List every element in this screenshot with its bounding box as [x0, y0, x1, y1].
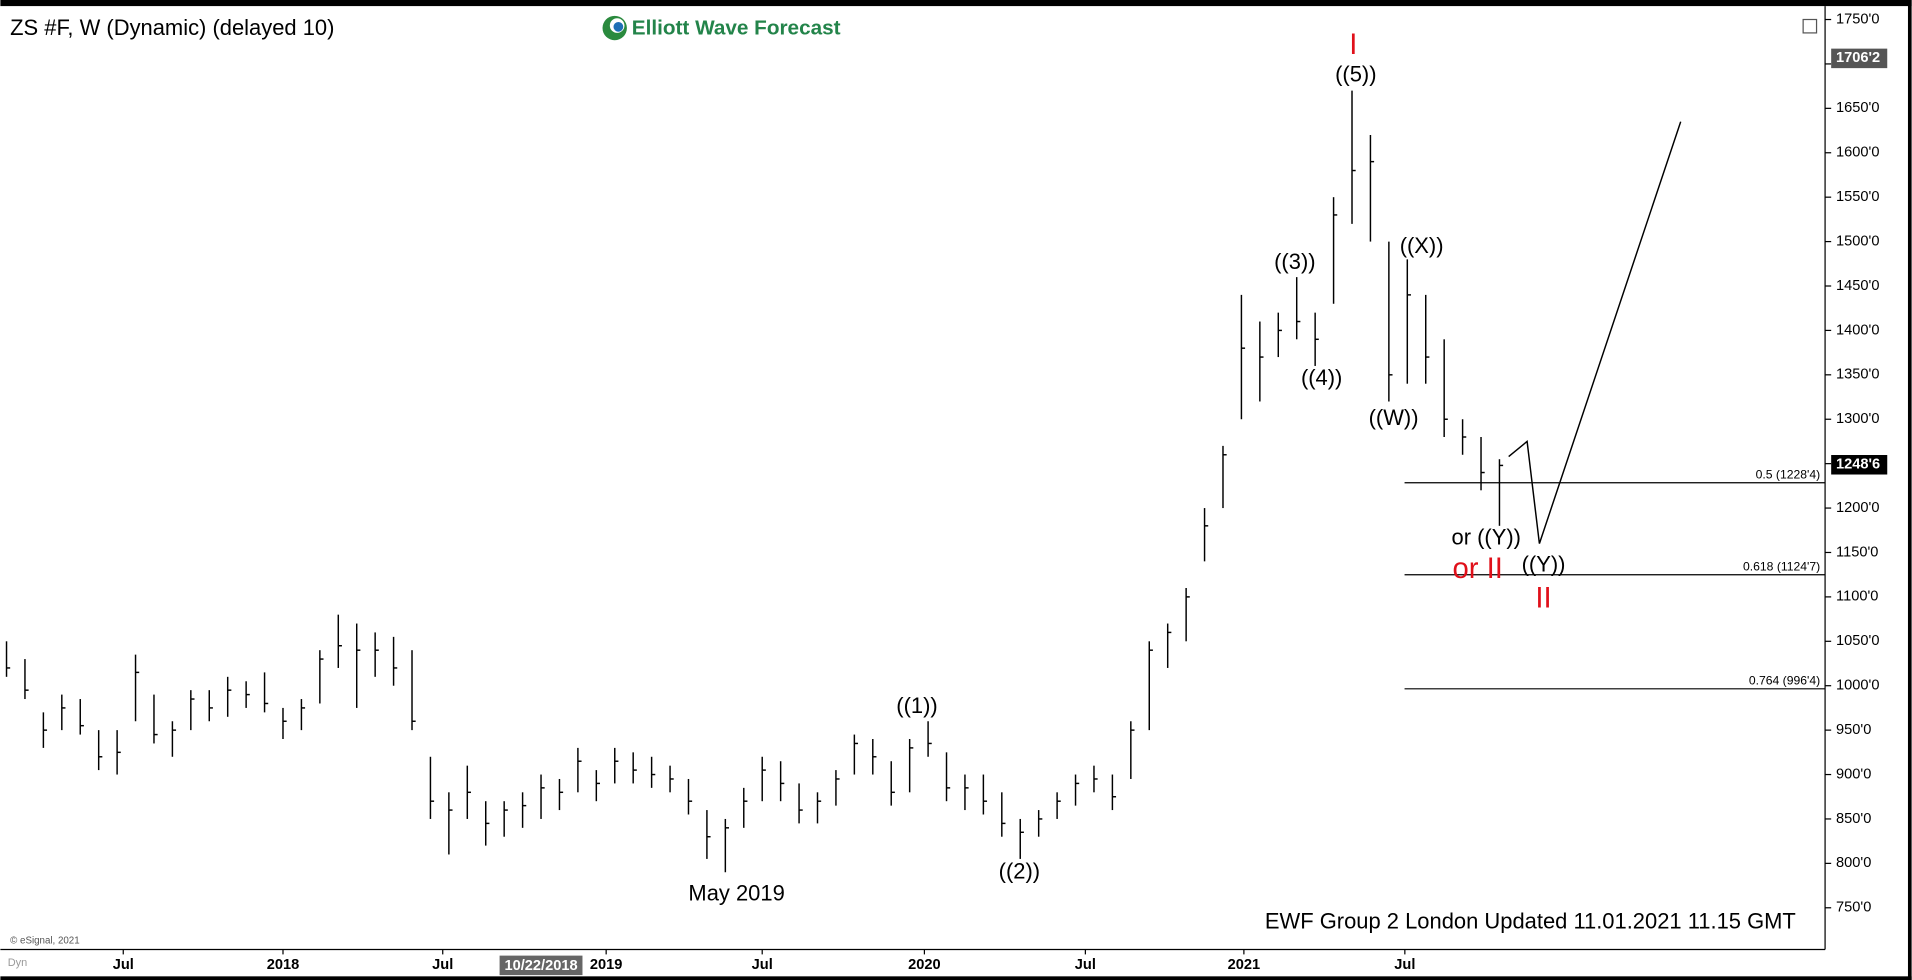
wave-label: ((2))	[999, 859, 1040, 884]
y-tick-label: 1500'0	[1836, 233, 1879, 249]
window-icon[interactable]	[1802, 18, 1818, 34]
wave-label: II	[1535, 582, 1551, 614]
x-tick-label: Jul	[432, 957, 453, 973]
y-tick-label: 1100'0	[1836, 589, 1878, 605]
wave-label: ((X))	[1400, 233, 1444, 258]
y-tick-label: 1450'0	[1836, 278, 1879, 294]
y-tick-label: 750'0	[1836, 900, 1871, 916]
top-border	[0, 0, 1912, 7]
projection-path	[1508, 121, 1682, 544]
x-tick-label: 2021	[1228, 957, 1261, 973]
y-tick-label: 1600'0	[1836, 145, 1879, 161]
y-tick-label: 1200'0	[1836, 500, 1879, 516]
wave-label: I	[1349, 29, 1357, 61]
fib-label: 0.618 (1124'7)	[1743, 560, 1820, 574]
wave-label: May 2019	[688, 880, 784, 905]
price-marker-box	[1831, 455, 1888, 475]
x-tick-label: Jul	[1394, 957, 1415, 973]
y-tick-label: 1750'0	[1836, 11, 1879, 27]
y-tick-label: 1300'0	[1836, 411, 1879, 427]
y-tick-label: 900'0	[1836, 766, 1871, 782]
corner-label: Dyn	[8, 957, 28, 969]
fib-label: 0.764 (996'4)	[1749, 674, 1820, 688]
y-tick-label: 1350'0	[1836, 367, 1879, 383]
crosshair-label: 10/22/2018	[504, 958, 577, 974]
logo: Elliott Wave Forecast	[602, 15, 841, 41]
x-tick-label: Jul	[1075, 957, 1096, 973]
price-marker-label: 1706'2	[1836, 50, 1880, 66]
y-tick-label: 850'0	[1836, 811, 1871, 827]
wave-label: ((4))	[1301, 365, 1342, 390]
y-tick-label: 1050'0	[1836, 633, 1879, 649]
source: © eSignal, 2021	[10, 936, 80, 947]
x-tick-label: 2020	[908, 957, 941, 973]
bottom-border	[0, 976, 1912, 980]
wave-label: or ((Y))	[1451, 525, 1520, 550]
price-marker-box	[1831, 48, 1888, 69]
y-tick-label: 1000'0	[1836, 678, 1879, 694]
price-marker-label: 1248'6	[1836, 457, 1880, 473]
fib-label: 0.5 (1228'4)	[1756, 468, 1821, 482]
right-border	[1907, 0, 1912, 980]
logo-icon-core	[613, 21, 624, 32]
x-tick-label: 2019	[590, 957, 623, 973]
x-tick-label: Jul	[113, 957, 134, 973]
y-tick-label: 1150'0	[1836, 544, 1878, 560]
wave-label: ((1))	[896, 693, 937, 718]
wave-label: ((3))	[1274, 249, 1315, 274]
wave-label: ((W))	[1369, 405, 1419, 430]
y-tick-label: 1650'0	[1836, 100, 1879, 116]
wave-label: ((5))	[1335, 61, 1376, 86]
y-tick-label: 1550'0	[1836, 189, 1879, 205]
y-tick-label: 800'0	[1836, 855, 1871, 871]
x-tick-label: Jul	[752, 957, 773, 973]
y-tick-label: 950'0	[1836, 722, 1871, 738]
crosshair-box	[499, 955, 583, 976]
wave-label: or II	[1452, 553, 1502, 585]
wave-label: ((Y))	[1522, 551, 1566, 576]
footer: EWF Group 2 London Updated 11.01.2021 11…	[1265, 909, 1796, 934]
y-tick-label: 1400'0	[1836, 322, 1879, 338]
chart-title: ZS #F, W (Dynamic) (delayed 10)	[10, 15, 334, 40]
logo-text: Elliott Wave Forecast	[632, 17, 841, 40]
x-tick-label: 2018	[267, 957, 300, 973]
